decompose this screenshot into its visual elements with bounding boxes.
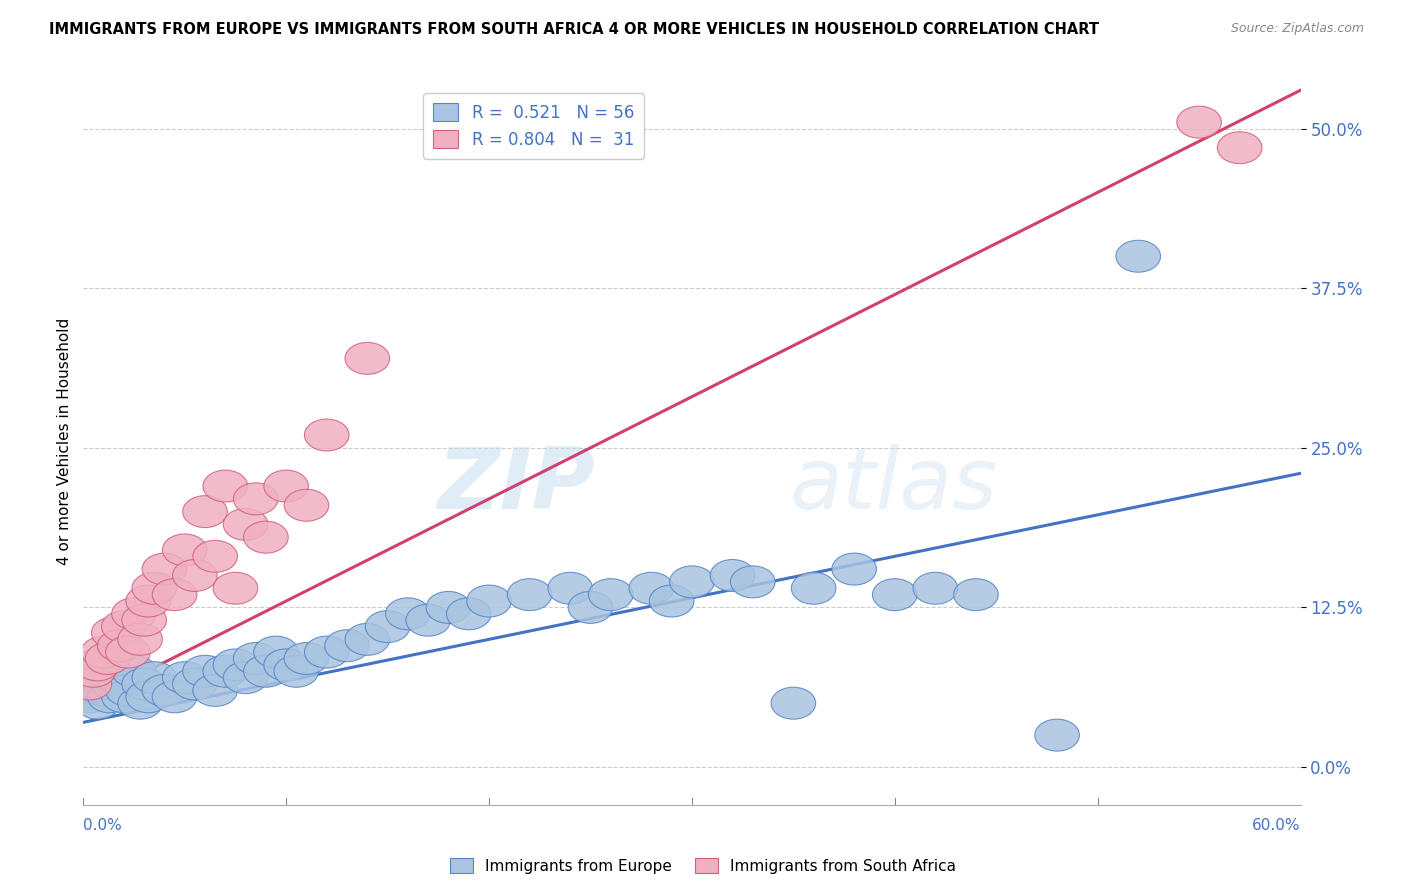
Ellipse shape	[75, 687, 120, 719]
Text: Source: ZipAtlas.com: Source: ZipAtlas.com	[1230, 22, 1364, 36]
Ellipse shape	[83, 674, 128, 706]
Ellipse shape	[253, 636, 298, 668]
Ellipse shape	[72, 668, 115, 700]
Text: 0.0%: 0.0%	[83, 818, 122, 833]
Ellipse shape	[173, 668, 217, 700]
Ellipse shape	[832, 553, 876, 585]
Ellipse shape	[152, 579, 197, 611]
Ellipse shape	[202, 656, 247, 687]
Ellipse shape	[426, 591, 471, 624]
Ellipse shape	[152, 681, 197, 713]
Ellipse shape	[710, 559, 755, 591]
Ellipse shape	[163, 534, 207, 566]
Legend: R =  0.521   N = 56, R = 0.804   N =  31: R = 0.521 N = 56, R = 0.804 N = 31	[423, 93, 644, 159]
Ellipse shape	[224, 662, 269, 694]
Ellipse shape	[233, 642, 278, 674]
Ellipse shape	[284, 490, 329, 521]
Ellipse shape	[243, 656, 288, 687]
Text: atlas: atlas	[789, 443, 997, 526]
Ellipse shape	[508, 579, 553, 611]
Ellipse shape	[193, 541, 238, 573]
Y-axis label: 4 or more Vehicles in Household: 4 or more Vehicles in Household	[58, 318, 72, 565]
Ellipse shape	[105, 674, 150, 706]
Ellipse shape	[628, 573, 673, 604]
Ellipse shape	[122, 668, 166, 700]
Ellipse shape	[669, 566, 714, 598]
Ellipse shape	[118, 687, 163, 719]
Ellipse shape	[770, 687, 815, 719]
Ellipse shape	[650, 585, 695, 617]
Ellipse shape	[111, 656, 156, 687]
Ellipse shape	[568, 591, 613, 624]
Ellipse shape	[406, 604, 450, 636]
Ellipse shape	[118, 624, 163, 656]
Ellipse shape	[264, 470, 308, 502]
Ellipse shape	[67, 681, 111, 713]
Ellipse shape	[75, 648, 120, 681]
Ellipse shape	[82, 636, 127, 668]
Ellipse shape	[87, 681, 132, 713]
Ellipse shape	[366, 611, 411, 642]
Ellipse shape	[1116, 240, 1160, 272]
Ellipse shape	[548, 573, 592, 604]
Ellipse shape	[953, 579, 998, 611]
Ellipse shape	[79, 662, 124, 694]
Ellipse shape	[91, 617, 136, 648]
Ellipse shape	[101, 611, 146, 642]
Ellipse shape	[202, 470, 247, 502]
Ellipse shape	[344, 624, 389, 656]
Ellipse shape	[305, 419, 349, 451]
Ellipse shape	[284, 642, 329, 674]
Ellipse shape	[385, 598, 430, 630]
Ellipse shape	[325, 630, 370, 662]
Text: ZIP: ZIP	[437, 443, 595, 526]
Ellipse shape	[101, 681, 146, 713]
Ellipse shape	[792, 573, 837, 604]
Ellipse shape	[214, 648, 257, 681]
Ellipse shape	[127, 681, 170, 713]
Ellipse shape	[142, 674, 187, 706]
Ellipse shape	[1035, 719, 1080, 751]
Ellipse shape	[344, 343, 389, 375]
Ellipse shape	[731, 566, 775, 598]
Ellipse shape	[233, 483, 278, 515]
Ellipse shape	[1218, 132, 1263, 163]
Ellipse shape	[243, 521, 288, 553]
Ellipse shape	[91, 668, 136, 700]
Ellipse shape	[873, 579, 917, 611]
Ellipse shape	[214, 573, 257, 604]
Ellipse shape	[193, 674, 238, 706]
Ellipse shape	[305, 636, 349, 668]
Text: IMMIGRANTS FROM EUROPE VS IMMIGRANTS FROM SOUTH AFRICA 4 OR MORE VEHICLES IN HOU: IMMIGRANTS FROM EUROPE VS IMMIGRANTS FRO…	[49, 22, 1099, 37]
Ellipse shape	[912, 573, 957, 604]
Ellipse shape	[96, 662, 141, 694]
Ellipse shape	[127, 585, 170, 617]
Ellipse shape	[224, 508, 269, 541]
Ellipse shape	[132, 573, 177, 604]
Ellipse shape	[264, 648, 308, 681]
Ellipse shape	[173, 559, 217, 591]
Ellipse shape	[142, 553, 187, 585]
Ellipse shape	[447, 598, 491, 630]
Legend: Immigrants from Europe, Immigrants from South Africa: Immigrants from Europe, Immigrants from …	[444, 852, 962, 880]
Ellipse shape	[111, 598, 156, 630]
Ellipse shape	[163, 662, 207, 694]
Ellipse shape	[183, 656, 228, 687]
Ellipse shape	[467, 585, 512, 617]
Ellipse shape	[97, 630, 142, 662]
Ellipse shape	[86, 642, 129, 674]
Ellipse shape	[183, 496, 228, 527]
Ellipse shape	[72, 656, 115, 687]
Text: 60.0%: 60.0%	[1251, 818, 1301, 833]
Ellipse shape	[122, 604, 166, 636]
Ellipse shape	[67, 668, 111, 700]
Ellipse shape	[1177, 106, 1222, 138]
Ellipse shape	[274, 656, 319, 687]
Ellipse shape	[589, 579, 633, 611]
Ellipse shape	[105, 636, 150, 668]
Ellipse shape	[132, 662, 177, 694]
